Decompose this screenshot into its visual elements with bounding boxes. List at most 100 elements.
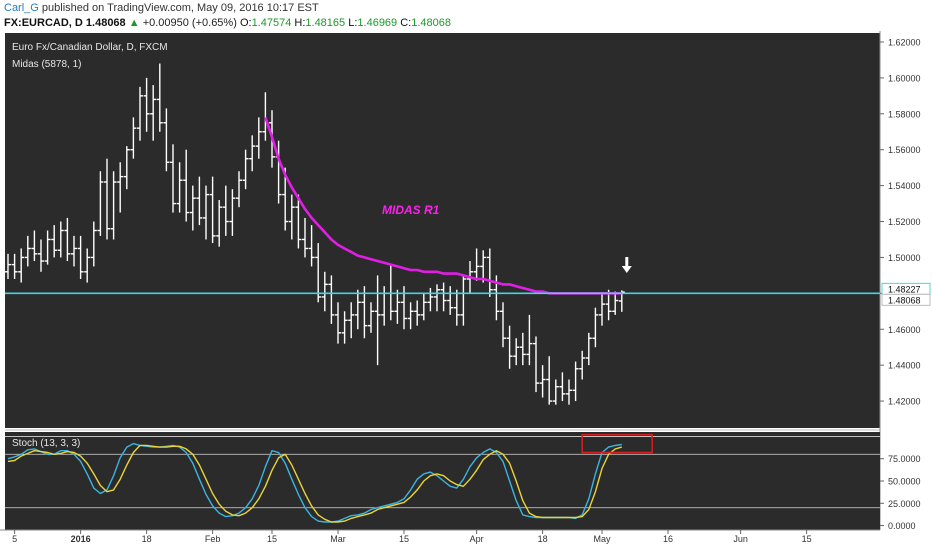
time-tick-label: 18 xyxy=(142,534,152,544)
ohlc-bar xyxy=(90,221,97,267)
time-tick-label: 18 xyxy=(538,534,548,544)
ohlc-bar xyxy=(526,314,533,366)
ohlc-bar xyxy=(288,194,295,240)
ohlc-bar xyxy=(460,275,467,326)
price-label: 1.48227 xyxy=(888,284,921,294)
ohlc-bar xyxy=(77,235,84,279)
ohlc-bar xyxy=(579,350,586,380)
price-tick-label: 1.56000 xyxy=(888,145,921,155)
ohlc-bar xyxy=(513,338,520,366)
ohlc-bar xyxy=(348,302,355,339)
ohlc-bar xyxy=(71,235,77,267)
ohlc-bar xyxy=(585,332,592,366)
ohlc-bar xyxy=(407,302,414,330)
time-tick-label: Apr xyxy=(470,534,484,544)
ohlc-bar xyxy=(486,248,493,297)
price-pane-background xyxy=(5,33,880,428)
ohlc-bar xyxy=(552,379,559,405)
down-arrow-icon xyxy=(621,257,632,273)
ohlc-bar xyxy=(156,63,163,132)
ohlc-bar xyxy=(64,217,71,262)
ohlc-bar xyxy=(328,275,335,324)
ohlc-bar xyxy=(236,171,242,208)
ohlc-bar xyxy=(546,356,553,405)
arrow-head xyxy=(621,266,632,273)
ohlc-bar xyxy=(321,271,328,312)
time-axis[interactable]: 5 2016 18 Feb 15 Mar 15 Apr 18 May 16 Jun 15 xyxy=(0,529,880,544)
price-tick-label: 1.46000 xyxy=(888,325,921,335)
symbol-label: FX:EURCAD, D xyxy=(4,17,83,29)
ohlc-bar xyxy=(143,77,150,132)
ohlc-bar xyxy=(592,307,599,348)
low-value: 1.46969 xyxy=(357,17,398,29)
ohlc-bar xyxy=(51,225,58,258)
ohlc-bar xyxy=(302,217,308,258)
time-tick-label: 15 xyxy=(399,534,409,544)
ohlc-bar xyxy=(196,176,203,226)
ohlc-bar xyxy=(183,149,190,222)
close-label: C: xyxy=(400,17,412,29)
ohlc-bar xyxy=(506,325,513,369)
up-arrow-icon: ▲ xyxy=(128,17,140,29)
ohlc-bar xyxy=(57,221,64,258)
ohlc-bar xyxy=(24,235,31,267)
ohlc-bar xyxy=(480,250,487,283)
price-pane[interactable]: 1.420001.440001.460001.480001.500001.520… xyxy=(5,31,931,530)
ohlc-bar xyxy=(189,185,196,231)
high-label: H: xyxy=(294,17,306,29)
time-tick-label: 2016 xyxy=(71,534,91,544)
stoch-d-line xyxy=(7,444,622,523)
ohlc-bar xyxy=(104,158,110,240)
ohlc-bar xyxy=(84,248,91,283)
ohlc-bar xyxy=(533,336,539,393)
price-label-box xyxy=(881,293,931,306)
ohlc-bar xyxy=(11,253,18,279)
ohlc-bar xyxy=(117,162,124,213)
ohlc-bar xyxy=(222,185,229,236)
author-link[interactable]: Carl_G xyxy=(4,2,39,14)
ohlc-bar xyxy=(44,230,51,265)
stochastic-pane[interactable]: 0.0000 25.0000 50.0000 75.0000 Stoch (13, 3,… xyxy=(5,432,921,531)
ohlc-bar xyxy=(209,176,216,244)
indicator-label: Midas (5878, 1) xyxy=(12,59,81,70)
time-tick-label: May xyxy=(593,534,611,544)
ohlc-bar xyxy=(163,108,170,172)
ohlc-bar xyxy=(216,199,223,247)
ohlc-bar xyxy=(242,149,249,190)
ohlc-bar xyxy=(31,230,38,262)
ohlc-bar xyxy=(361,286,368,339)
time-tick-label: 5 xyxy=(12,534,17,544)
ohlc-bar xyxy=(18,248,25,283)
ohlc-bar xyxy=(38,239,44,272)
price-label: 1.48068 xyxy=(888,295,921,305)
ohlc-bar xyxy=(599,293,605,326)
ohlc-bar xyxy=(170,144,176,213)
stoch-k-line xyxy=(7,442,622,523)
open-value: 1.47574 xyxy=(251,17,292,29)
ohlc-bar xyxy=(282,167,289,231)
stoch-tick-label: 25.0000 xyxy=(888,499,921,509)
time-tick-label: Mar xyxy=(330,534,346,544)
ohlc-bar xyxy=(420,293,427,321)
ohlc-bar xyxy=(315,243,322,303)
ohlc-bar xyxy=(295,194,302,249)
publish-info: published on TradingView.com, May 09, 20… xyxy=(41,2,319,14)
ohlc-bar xyxy=(150,85,157,141)
change-value: +0.00950 (+0.65%) xyxy=(142,17,237,29)
time-tick-label: 15 xyxy=(802,534,812,544)
chart-canvas[interactable]: 1.420001.440001.460001.480001.500001.520… xyxy=(0,31,932,550)
ohlc-bar xyxy=(354,289,361,330)
ohlc-bar xyxy=(605,289,612,321)
ohlc-bar xyxy=(229,189,236,236)
price-tick-label: 1.44000 xyxy=(888,361,921,371)
ohlc-bar xyxy=(203,185,209,240)
ohlc-bar xyxy=(453,289,460,326)
ohlc-bar xyxy=(612,291,619,315)
ohlc-bar xyxy=(308,225,315,267)
low-label: L: xyxy=(348,17,358,29)
ohlc-bar xyxy=(519,332,526,366)
ohlc-bar xyxy=(130,117,137,159)
ohlc-bar xyxy=(176,162,183,213)
ohlc-bar xyxy=(500,302,506,348)
price-tick-label: 1.54000 xyxy=(888,181,921,191)
